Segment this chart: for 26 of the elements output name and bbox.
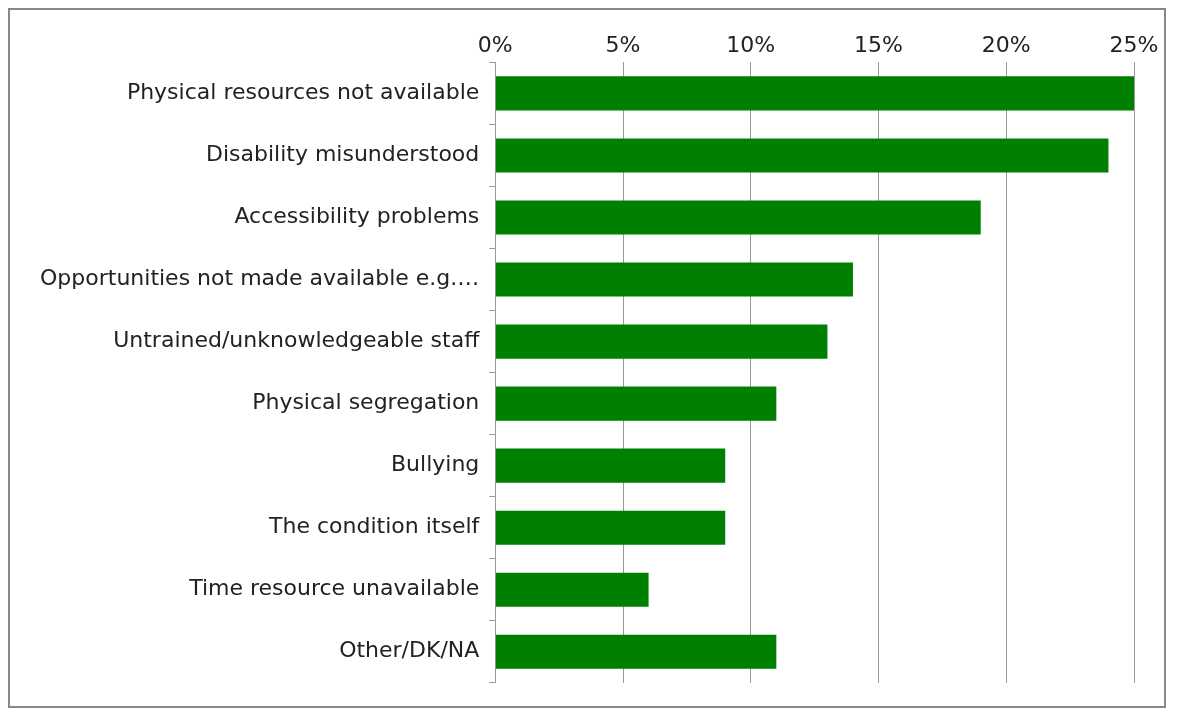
y-tick-label: Untrained/unknowledgeable staff (113, 327, 481, 353)
bar (495, 572, 649, 607)
x-tick-label: 25% (1109, 31, 1159, 57)
bar (495, 448, 726, 483)
y-tick-label: Time resource unavailable (188, 575, 480, 601)
x-tick-label: 5% (605, 31, 641, 57)
bar (495, 510, 726, 545)
bar (495, 138, 1109, 173)
x-tick-label: 10% (726, 31, 776, 57)
y-tick-label: Bullying (391, 451, 480, 477)
bar (495, 634, 777, 669)
y-tick-label: The condition itself (268, 513, 481, 539)
bar (495, 324, 828, 359)
y-tick-label: Accessibility problems (234, 203, 480, 229)
x-tick-label: 15% (854, 31, 903, 57)
bar (495, 200, 981, 235)
bar (495, 76, 1134, 111)
y-tick-label: Physical resources not available (126, 79, 480, 105)
x-tick-label: 20% (981, 31, 1031, 57)
x-tick-label: 0% (477, 31, 513, 57)
bar (495, 262, 853, 297)
y-tick-label: Disability misunderstood (205, 141, 480, 167)
y-tick-label: Other/DK/NA (339, 637, 480, 663)
y-tick-label: Opportunities not made available e.g.… (40, 265, 480, 291)
bar (495, 386, 777, 421)
y-tick-label: Physical segregation (252, 389, 480, 415)
